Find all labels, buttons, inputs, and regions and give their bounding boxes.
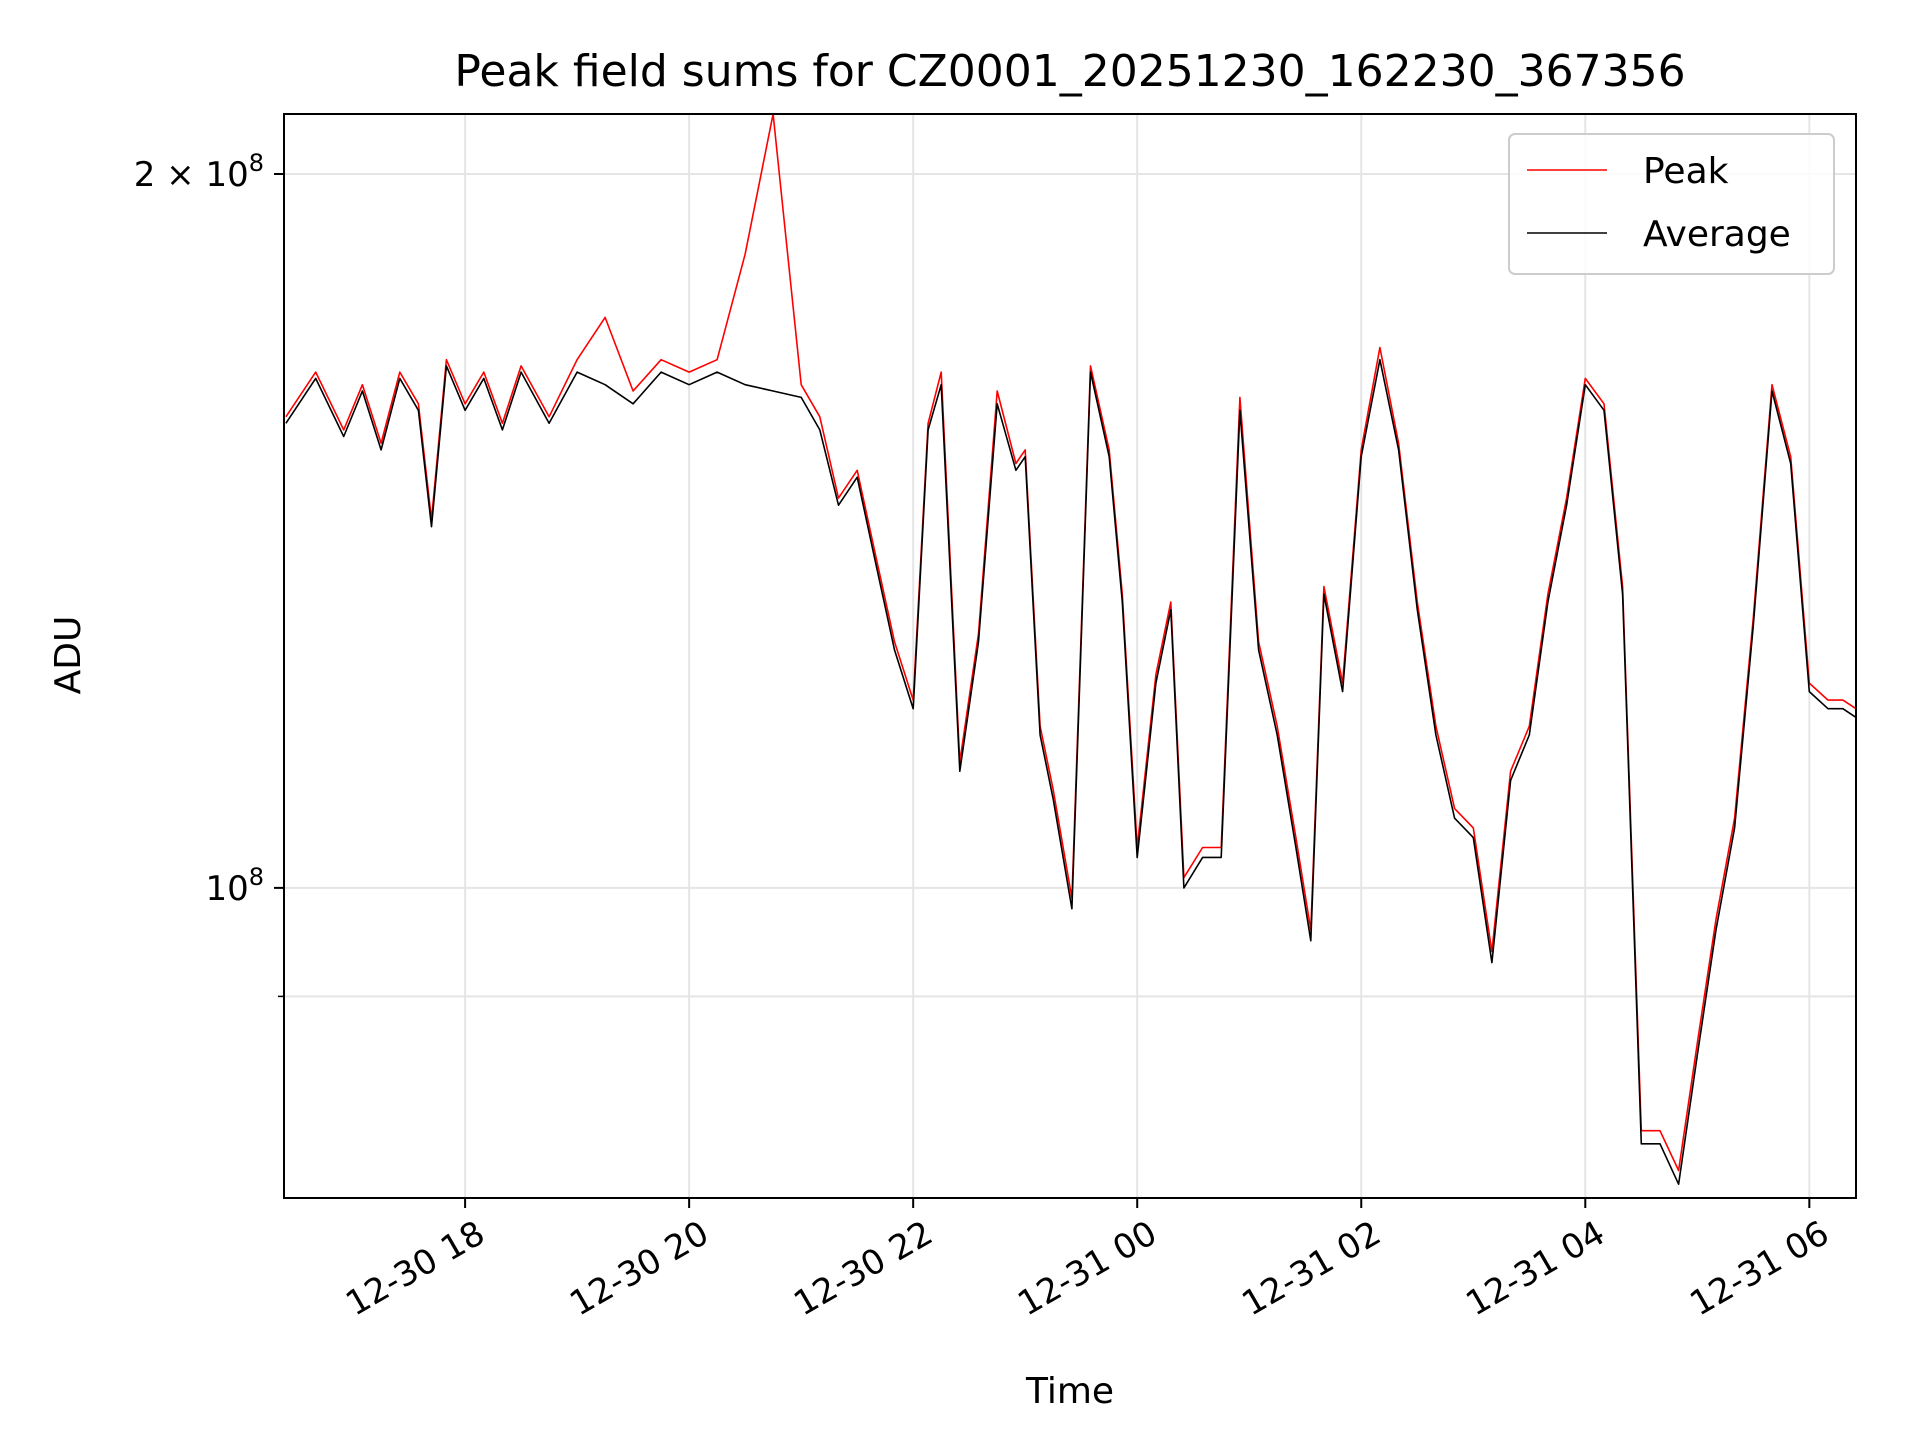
series-line-average bbox=[285, 358, 1857, 1185]
series-layer bbox=[285, 113, 1857, 1185]
y-tick-label: 108 bbox=[205, 863, 264, 909]
grid bbox=[284, 114, 1856, 1198]
legend-peak-label: Peak bbox=[1643, 151, 1729, 192]
legend: Peak Average bbox=[1508, 133, 1835, 275]
y-tick-label: 2 × 108 bbox=[134, 149, 264, 195]
chart-title: Peak field sums for CZ0001_20251230_1622… bbox=[454, 46, 1685, 97]
legend-average-label: Average bbox=[1643, 214, 1791, 255]
legend-box bbox=[1508, 133, 1835, 275]
y-axis-label: ADU bbox=[48, 616, 89, 695]
plot-area-frame bbox=[283, 113, 1857, 1199]
x-axis-label: Time bbox=[1025, 1371, 1114, 1412]
